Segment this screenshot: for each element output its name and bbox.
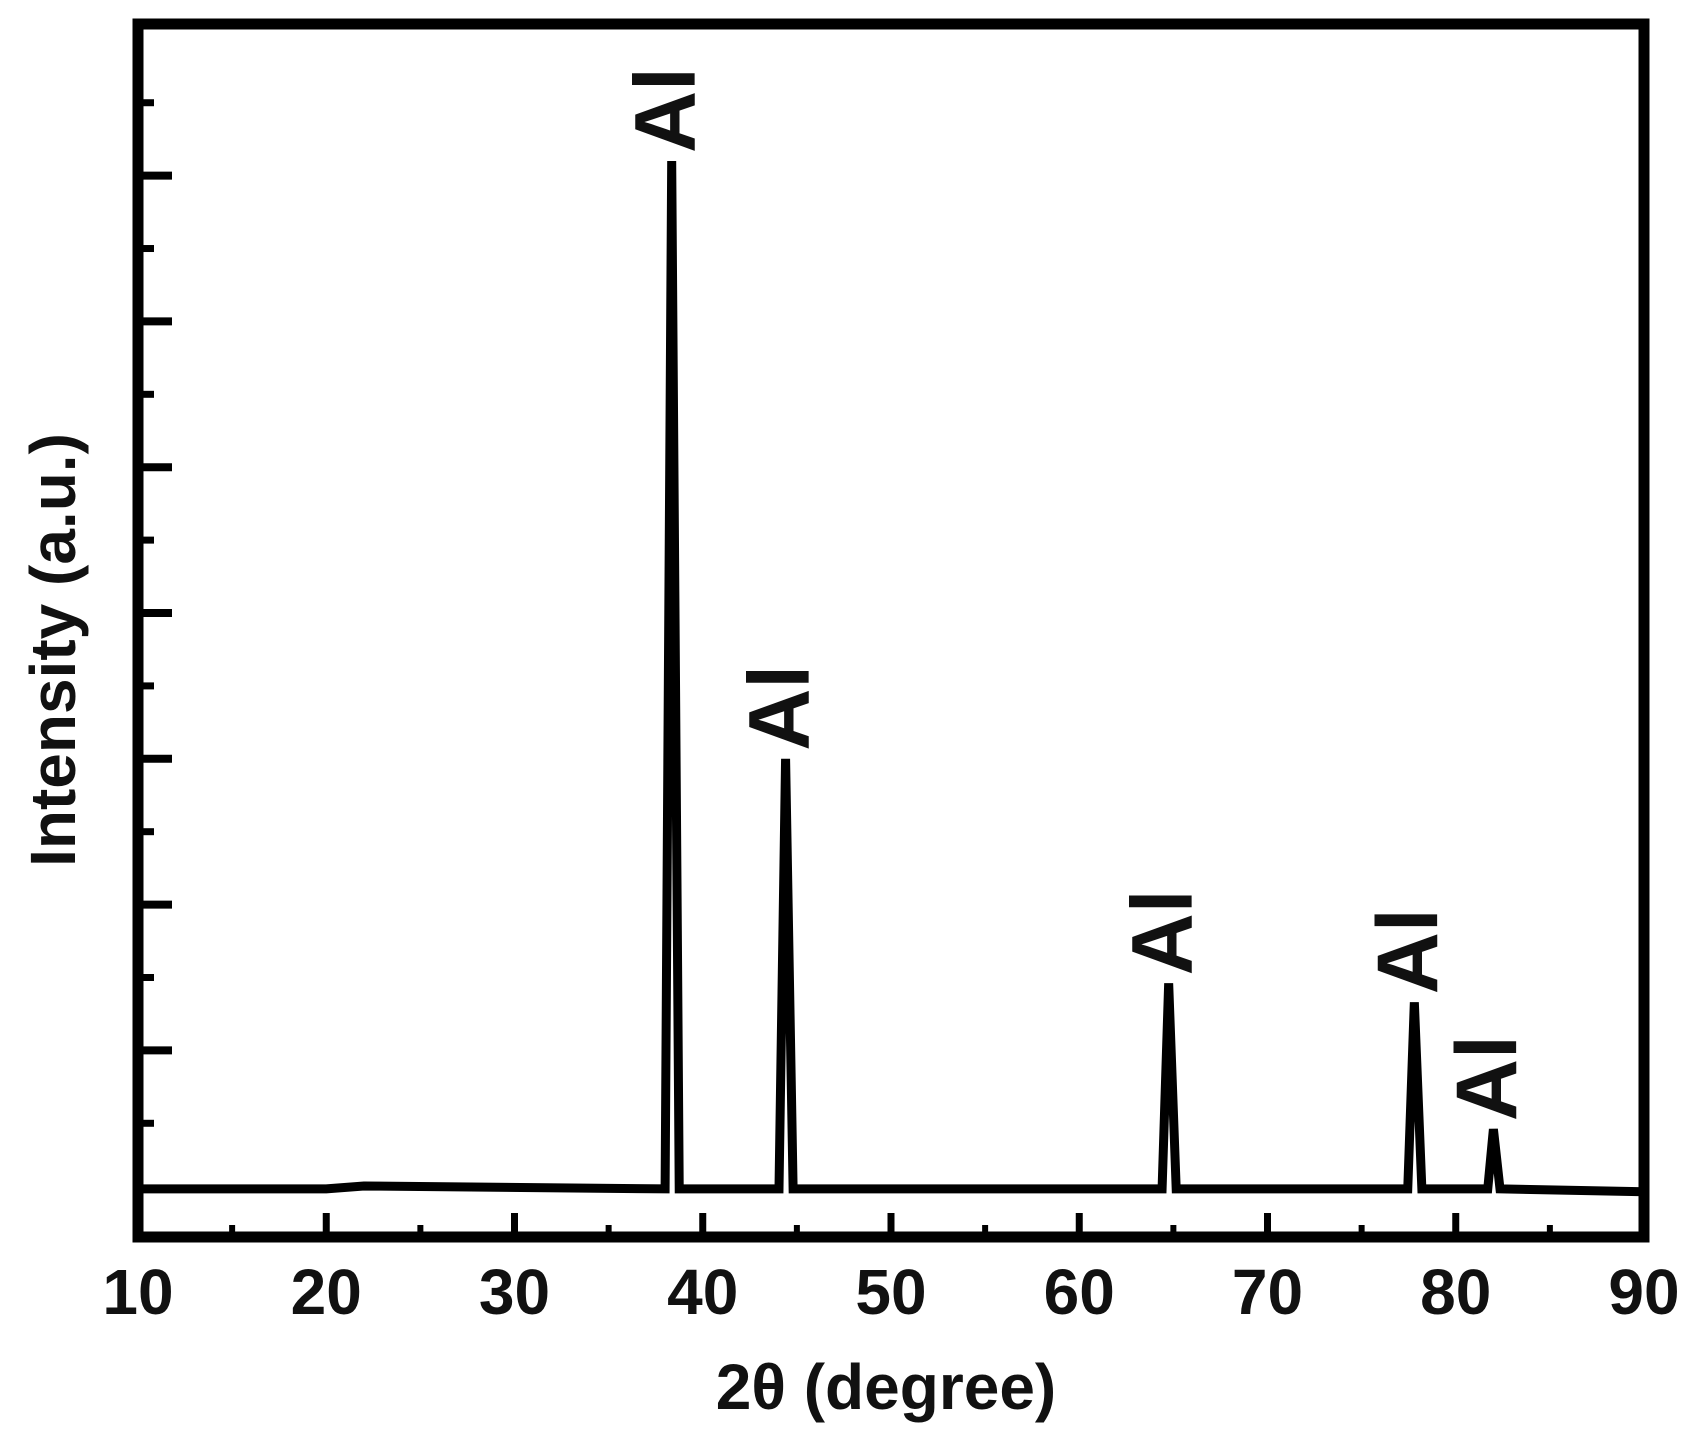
x-tick-label: 10 <box>102 1256 173 1328</box>
peak-annotation: Al <box>1439 1035 1535 1121</box>
x-tick-label: 60 <box>1044 1256 1115 1328</box>
x-tick-label: 90 <box>1608 1256 1679 1328</box>
peak-annotation: Al <box>617 67 713 153</box>
y-axis-label: Intensity (a.u.) <box>17 433 89 867</box>
x-tick-label: 40 <box>667 1256 738 1328</box>
peak-annotation: Al <box>1360 908 1456 994</box>
x-tick-label: 70 <box>1232 1256 1303 1328</box>
x-tick-label: 50 <box>855 1256 926 1328</box>
data-line <box>138 161 1645 1197</box>
x-axis-label: 2θ (degree) <box>716 1351 1056 1423</box>
x-tick-label: 20 <box>291 1256 362 1328</box>
x-tick-label: 80 <box>1420 1256 1491 1328</box>
peak-annotation: Al <box>731 665 827 751</box>
x-tick-label: 30 <box>479 1256 550 1328</box>
peak-annotation: Al <box>1114 889 1210 975</box>
